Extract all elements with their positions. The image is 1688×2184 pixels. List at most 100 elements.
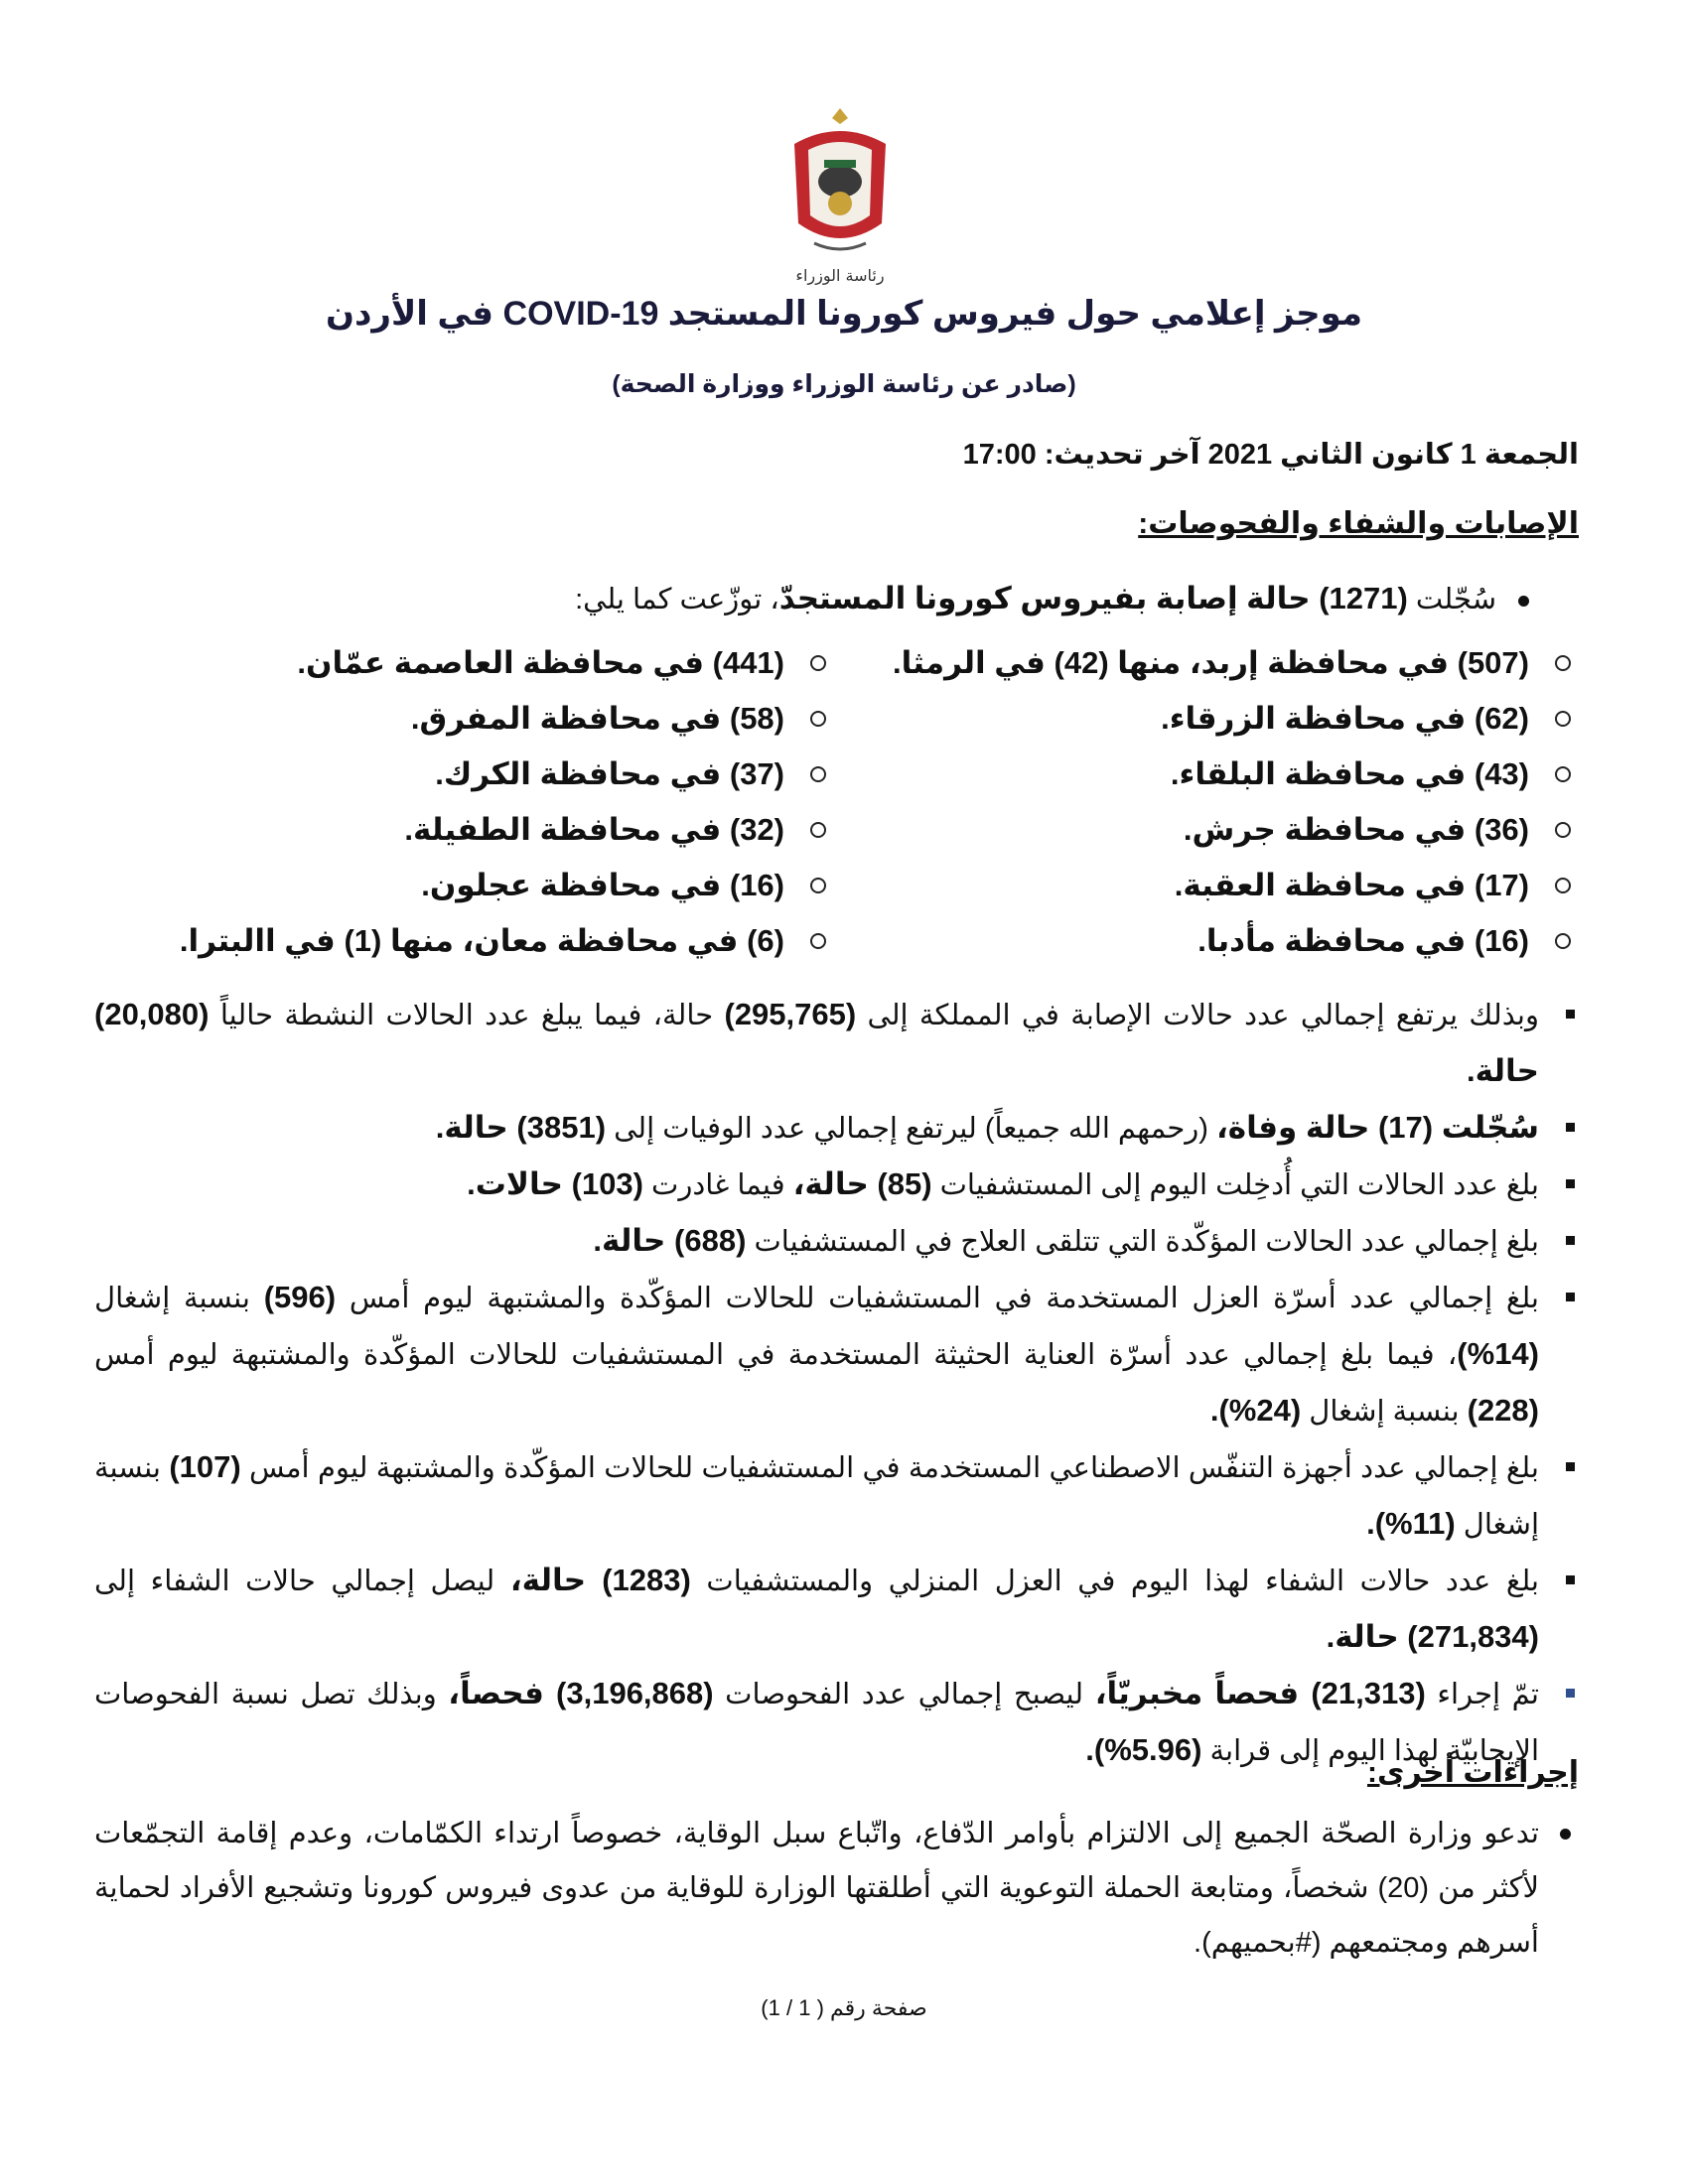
- text-segment: بلغ إجمالي عدد أجهزة التنفّس الاصطناعي ا…: [240, 1452, 1539, 1484]
- text-segment: بنسبة إشغال: [94, 1283, 264, 1314]
- governorate-row: (16) في محافظة مأدبا. (6) في محافظة معان،…: [89, 913, 1579, 969]
- text-segment: بنسبة إشغال: [1301, 1396, 1468, 1428]
- circle-bullet-icon: [810, 933, 826, 949]
- text-segment: بلغ إجمالي عدد الحالات المؤكّدة التي تتل…: [746, 1226, 1539, 1258]
- statistics-paragraphs: وبذلك يرتفع إجمالي عدد حالات الإصابة في …: [94, 987, 1579, 1779]
- text-segment: (رحمهم الله جميعاً) ليرتفع إجمالي عدد ال…: [606, 1113, 1217, 1145]
- text-segment: حالة، فيما يبلغ عدد الحالات النشطة حاليا…: [209, 1000, 725, 1031]
- square-bullet-icon: [1566, 1689, 1575, 1698]
- other-measures-text: تدعو وزارة الصحّة الجميع إلى الالتزام بأ…: [94, 1818, 1539, 1959]
- page-subtitle: (صادر عن رئاسة الوزراء ووزارة الصحة): [612, 370, 1076, 398]
- governorate-item: (36) في محافظة جرش.: [834, 802, 1579, 858]
- circle-bullet-icon: [1555, 822, 1571, 838]
- text-segment: بلغ عدد الحالات التي أُدخِلت اليوم إلى ا…: [931, 1169, 1539, 1201]
- governorate-cases: (36) في محافظة جرش.: [1183, 812, 1529, 847]
- page-number: صفحة رقم ( 1 / 1): [761, 1995, 927, 2020]
- governorate-cases: (16) في محافظة عجلون.: [421, 868, 784, 902]
- text-segment: ، توزّعت كما يلي:: [575, 584, 779, 615]
- statistic-paragraph: تمّ إجراء (21,313) فحصاً مخبريّاً، ليصبح…: [94, 1666, 1579, 1779]
- emphasized-figure: (107): [169, 1449, 241, 1484]
- circle-bullet-icon: [810, 822, 826, 838]
- page-title: موجز إعلامي حول فيروس كورونا المستجد COV…: [325, 295, 1363, 333]
- governorate-item: (37) في محافظة الكرك.: [89, 747, 834, 802]
- governorate-row: (36) في محافظة جرش. (32) في محافظة الطفيل…: [89, 802, 1579, 858]
- square-bullet-icon: [1566, 1575, 1575, 1584]
- text-segment: بنسبة إشغال: [94, 1452, 1539, 1541]
- date-and-update-time: الجمعة 1 كانون الثاني 2021 آخر تحديث: 17…: [962, 439, 1579, 471]
- governorate-item: (16) في محافظة عجلون.: [89, 858, 834, 913]
- emphasized-figure: (85) حالة،: [792, 1166, 932, 1201]
- governorate-row: (43) في محافظة البلقاء. (37) في محافظة ال…: [89, 747, 1579, 802]
- governorate-cases: (507) في محافظة إربد، منها (42) في الرمث…: [892, 645, 1529, 680]
- text-segment: سُجّلت: [1407, 584, 1496, 615]
- governorate-cases: (62) في محافظة الزرقاء.: [1161, 701, 1529, 736]
- section-heading-other-measures: إجراءات أخرى:: [1366, 1756, 1579, 1789]
- circle-bullet-icon: [1555, 766, 1571, 782]
- text-segment: ليصبح إجمالي عدد الفحوصات: [713, 1679, 1095, 1710]
- statistic-paragraph: بلغ إجمالي عدد أجهزة التنفّس الاصطناعي ا…: [94, 1439, 1579, 1553]
- text-segment: بلغ إجمالي عدد أسرّة العزل المستخدمة في …: [336, 1283, 1539, 1314]
- governorate-cases: (6) في محافظة معان، منها (1) في االبترا.: [179, 923, 784, 958]
- square-bullet-icon: [1566, 1293, 1575, 1301]
- square-bullet-icon: [1566, 1462, 1575, 1471]
- emphasized-figure: سُجّلت (17) حالة وفاة،: [1216, 1110, 1539, 1145]
- circle-bullet-icon: [1555, 933, 1571, 949]
- governorate-item: (17) في محافظة العقبة.: [834, 858, 1579, 913]
- text-segment: تمّ إجراء: [1425, 1679, 1539, 1710]
- emphasized-figure: (103) حالات.: [467, 1166, 643, 1201]
- governorate-item: (32) في محافظة الطفيلة.: [89, 802, 834, 858]
- intro-text: سُجّلت (1271) حالة إصابة بفيروس كورونا ا…: [575, 581, 1496, 615]
- square-bullet-icon: [1566, 1179, 1575, 1188]
- square-bullet-icon: [1566, 1123, 1575, 1132]
- governorate-cases: (37) في محافظة الكرك.: [435, 756, 784, 791]
- governorate-row: (62) في محافظة الزرقاء. (58) في محافظة ال…: [89, 691, 1579, 747]
- circle-bullet-icon: [1555, 878, 1571, 893]
- governorate-cases: (17) في محافظة العقبة.: [1174, 868, 1529, 902]
- emphasized-figure: (1283) حالة،: [509, 1563, 691, 1597]
- governorate-item: (58) في محافظة المفرق.: [89, 691, 834, 747]
- governorate-item: (441) في محافظة العاصمة عمّان.: [89, 635, 834, 691]
- text-segment: وبذلك يرتفع إجمالي عدد حالات الإصابة في …: [856, 1000, 1539, 1031]
- circle-bullet-icon: [1555, 655, 1571, 671]
- emphasized-figure: (21,313) فحصاً مخبريّاً،: [1094, 1676, 1426, 1710]
- governorate-item: (43) في محافظة البلقاء.: [834, 747, 1579, 802]
- statistic-paragraph: بلغ عدد الحالات التي أُدخِلت اليوم إلى ا…: [94, 1157, 1579, 1213]
- text-segment: بلغ عدد حالات الشفاء لهذا اليوم في العزل…: [690, 1566, 1539, 1597]
- text-segment: ليصل إجمالي حالات الشفاء إلى: [94, 1566, 510, 1597]
- square-bullet-icon: [1566, 1236, 1575, 1245]
- text-segment: فيما غادرت: [643, 1169, 793, 1201]
- bullet-icon: [1518, 595, 1529, 607]
- emphasized-figure: (14%): [1457, 1336, 1539, 1371]
- governorate-row: (17) في محافظة العقبة. (16) في محافظة عجل…: [89, 858, 1579, 913]
- emphasized-figure: (11%).: [1366, 1506, 1456, 1541]
- statistic-paragraph: وبذلك يرتفع إجمالي عدد حالات الإصابة في …: [94, 987, 1579, 1100]
- governorate-cases: (16) في محافظة مأدبا.: [1197, 923, 1529, 958]
- governorate-cases: (58) في محافظة المفرق.: [410, 701, 784, 736]
- emphasized-figure: (20,080) حالة.: [94, 997, 1539, 1088]
- statistic-paragraph: سُجّلت (17) حالة وفاة، (رحمهم الله جميعا…: [94, 1100, 1579, 1157]
- emphasized-figure: (228): [1467, 1393, 1539, 1428]
- emphasized-figure: (3851) حالة.: [435, 1110, 607, 1145]
- statistic-paragraph: بلغ عدد حالات الشفاء لهذا اليوم في العزل…: [94, 1553, 1579, 1666]
- circle-bullet-icon: [1555, 711, 1571, 727]
- jordan-coat-of-arms-logo: رئاسة الوزراء: [794, 108, 886, 286]
- text-segment: ، فيما بلغ إجمالي عدد أسرّة العناية الحث…: [94, 1339, 1458, 1371]
- circle-bullet-icon: [810, 766, 826, 782]
- emphasized-figure: (24%).: [1209, 1393, 1302, 1428]
- circle-bullet-icon: [810, 878, 826, 893]
- governorate-item: (507) في محافظة إربد، منها (42) في الرمث…: [834, 635, 1579, 691]
- governorate-cases: (32) في محافظة الطفيلة.: [404, 812, 784, 847]
- governorate-item: (16) في محافظة مأدبا.: [834, 913, 1579, 969]
- circle-bullet-icon: [810, 655, 826, 671]
- emphasized-figure: (295,765): [724, 997, 857, 1031]
- section-heading-cases: الإصابات والشفاء والفحوصات:: [1138, 507, 1579, 540]
- emphasized-figure: (596): [263, 1280, 337, 1314]
- governorate-item: (6) في محافظة معان، منها (1) في االبترا.: [89, 913, 834, 969]
- governorate-cases: (43) في محافظة البلقاء.: [1170, 756, 1529, 791]
- statistic-paragraph: بلغ إجمالي عدد أسرّة العزل المستخدمة في …: [94, 1270, 1579, 1439]
- emphasized-figure: (1271) حالة إصابة بفيروس كورونا المستجدّ: [778, 581, 1408, 615]
- statistic-paragraph: بلغ إجمالي عدد الحالات المؤكّدة التي تتل…: [94, 1213, 1579, 1270]
- emphasized-figure: (271,834) حالة.: [1326, 1619, 1539, 1654]
- bullet-icon: [1560, 1829, 1571, 1840]
- emphasized-figure: (688) حالة.: [593, 1223, 747, 1258]
